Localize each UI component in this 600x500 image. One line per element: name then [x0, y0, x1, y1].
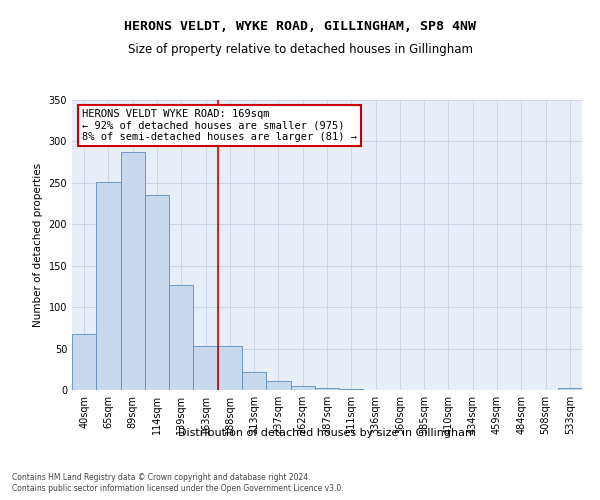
Bar — [96, 182, 121, 390]
Text: Size of property relative to detached houses in Gillingham: Size of property relative to detached ho… — [128, 42, 473, 56]
Text: Contains public sector information licensed under the Open Government Licence v3: Contains public sector information licen… — [12, 484, 344, 493]
Bar — [315, 388, 339, 390]
Bar — [242, 372, 266, 390]
Bar — [558, 388, 582, 390]
Y-axis label: Number of detached properties: Number of detached properties — [33, 163, 43, 327]
Text: HERONS VELDT, WYKE ROAD, GILLINGHAM, SP8 4NW: HERONS VELDT, WYKE ROAD, GILLINGHAM, SP8… — [124, 20, 476, 33]
Text: Contains HM Land Registry data © Crown copyright and database right 2024.: Contains HM Land Registry data © Crown c… — [12, 472, 311, 482]
Text: HERONS VELDT WYKE ROAD: 169sqm
← 92% of detached houses are smaller (975)
8% of : HERONS VELDT WYKE ROAD: 169sqm ← 92% of … — [82, 108, 357, 142]
Text: Distribution of detached houses by size in Gillingham: Distribution of detached houses by size … — [178, 428, 476, 438]
Bar — [169, 285, 193, 390]
Bar — [72, 334, 96, 390]
Bar — [266, 381, 290, 390]
Bar — [218, 346, 242, 390]
Bar — [339, 389, 364, 390]
Bar — [145, 196, 169, 390]
Bar — [290, 386, 315, 390]
Bar — [121, 152, 145, 390]
Bar — [193, 346, 218, 390]
